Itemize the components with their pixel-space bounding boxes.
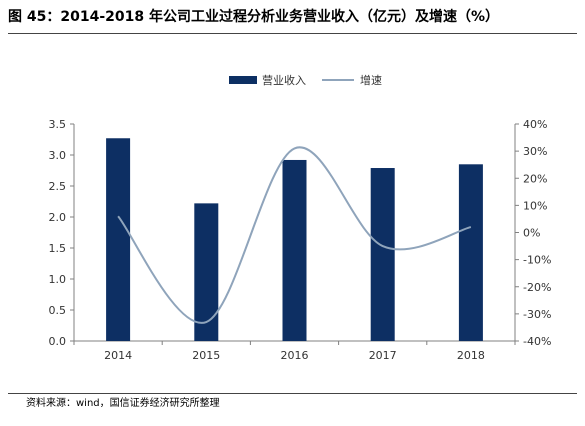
- title-divider: [8, 33, 577, 34]
- bar-2016: [282, 159, 307, 341]
- right-tick-label: -10%: [523, 254, 551, 267]
- source-divider: [8, 393, 577, 394]
- bar-2017: [370, 168, 395, 341]
- right-tick-label: -40%: [523, 335, 551, 348]
- left-tick-label: 0.5: [49, 304, 67, 317]
- right-tick-label: -20%: [523, 281, 551, 294]
- bar-series: [106, 138, 483, 341]
- legend-label-growth: 增速: [360, 73, 382, 87]
- right-tick-label: -30%: [523, 308, 551, 321]
- line-series: [117, 146, 472, 324]
- chart-title: 图 45：2014-2018 年公司工业过程分析业务营业收入（亿元）及增速（%）: [8, 9, 499, 25]
- growth-line: [117, 146, 472, 324]
- x-tick-label: 2018: [457, 349, 485, 362]
- x-tick-label: 2014: [104, 349, 132, 362]
- left-tick-label: 1.0: [49, 273, 67, 286]
- left-tick-label: 3.5: [49, 118, 67, 131]
- x-tick-label: 2015: [192, 349, 220, 362]
- left-tick-label: 0.0: [49, 335, 67, 348]
- right-tick-label: 0%: [523, 227, 540, 240]
- axes: 0.0 0.5 1.0 1.5 2.0 2.5 3.0 3.5 -40% -30% -20% -10%…: [49, 118, 552, 362]
- right-tick-label: 20%: [523, 172, 547, 185]
- left-tick-label: 1.5: [49, 242, 67, 255]
- bar-2018: [458, 164, 483, 341]
- bar-2014: [106, 138, 131, 341]
- legend-label-revenue: 营业收入: [262, 73, 306, 87]
- x-tick-label: 2017: [369, 349, 397, 362]
- left-tick-label: 2.0: [49, 211, 67, 224]
- x-tick-label: 2016: [281, 349, 309, 362]
- right-tick-label: 30%: [523, 145, 547, 158]
- left-tick-label: 3.0: [49, 149, 67, 162]
- bar-2015: [194, 203, 219, 341]
- legend-swatch-revenue: [229, 76, 257, 84]
- right-tick-label: 40%: [523, 118, 547, 131]
- legend: 营业收入 增速: [229, 73, 382, 87]
- left-tick-label: 2.5: [49, 180, 67, 193]
- right-tick-label: 10%: [523, 199, 547, 212]
- source-note: 资料来源：wind，国信证券经济研究所整理: [26, 398, 220, 409]
